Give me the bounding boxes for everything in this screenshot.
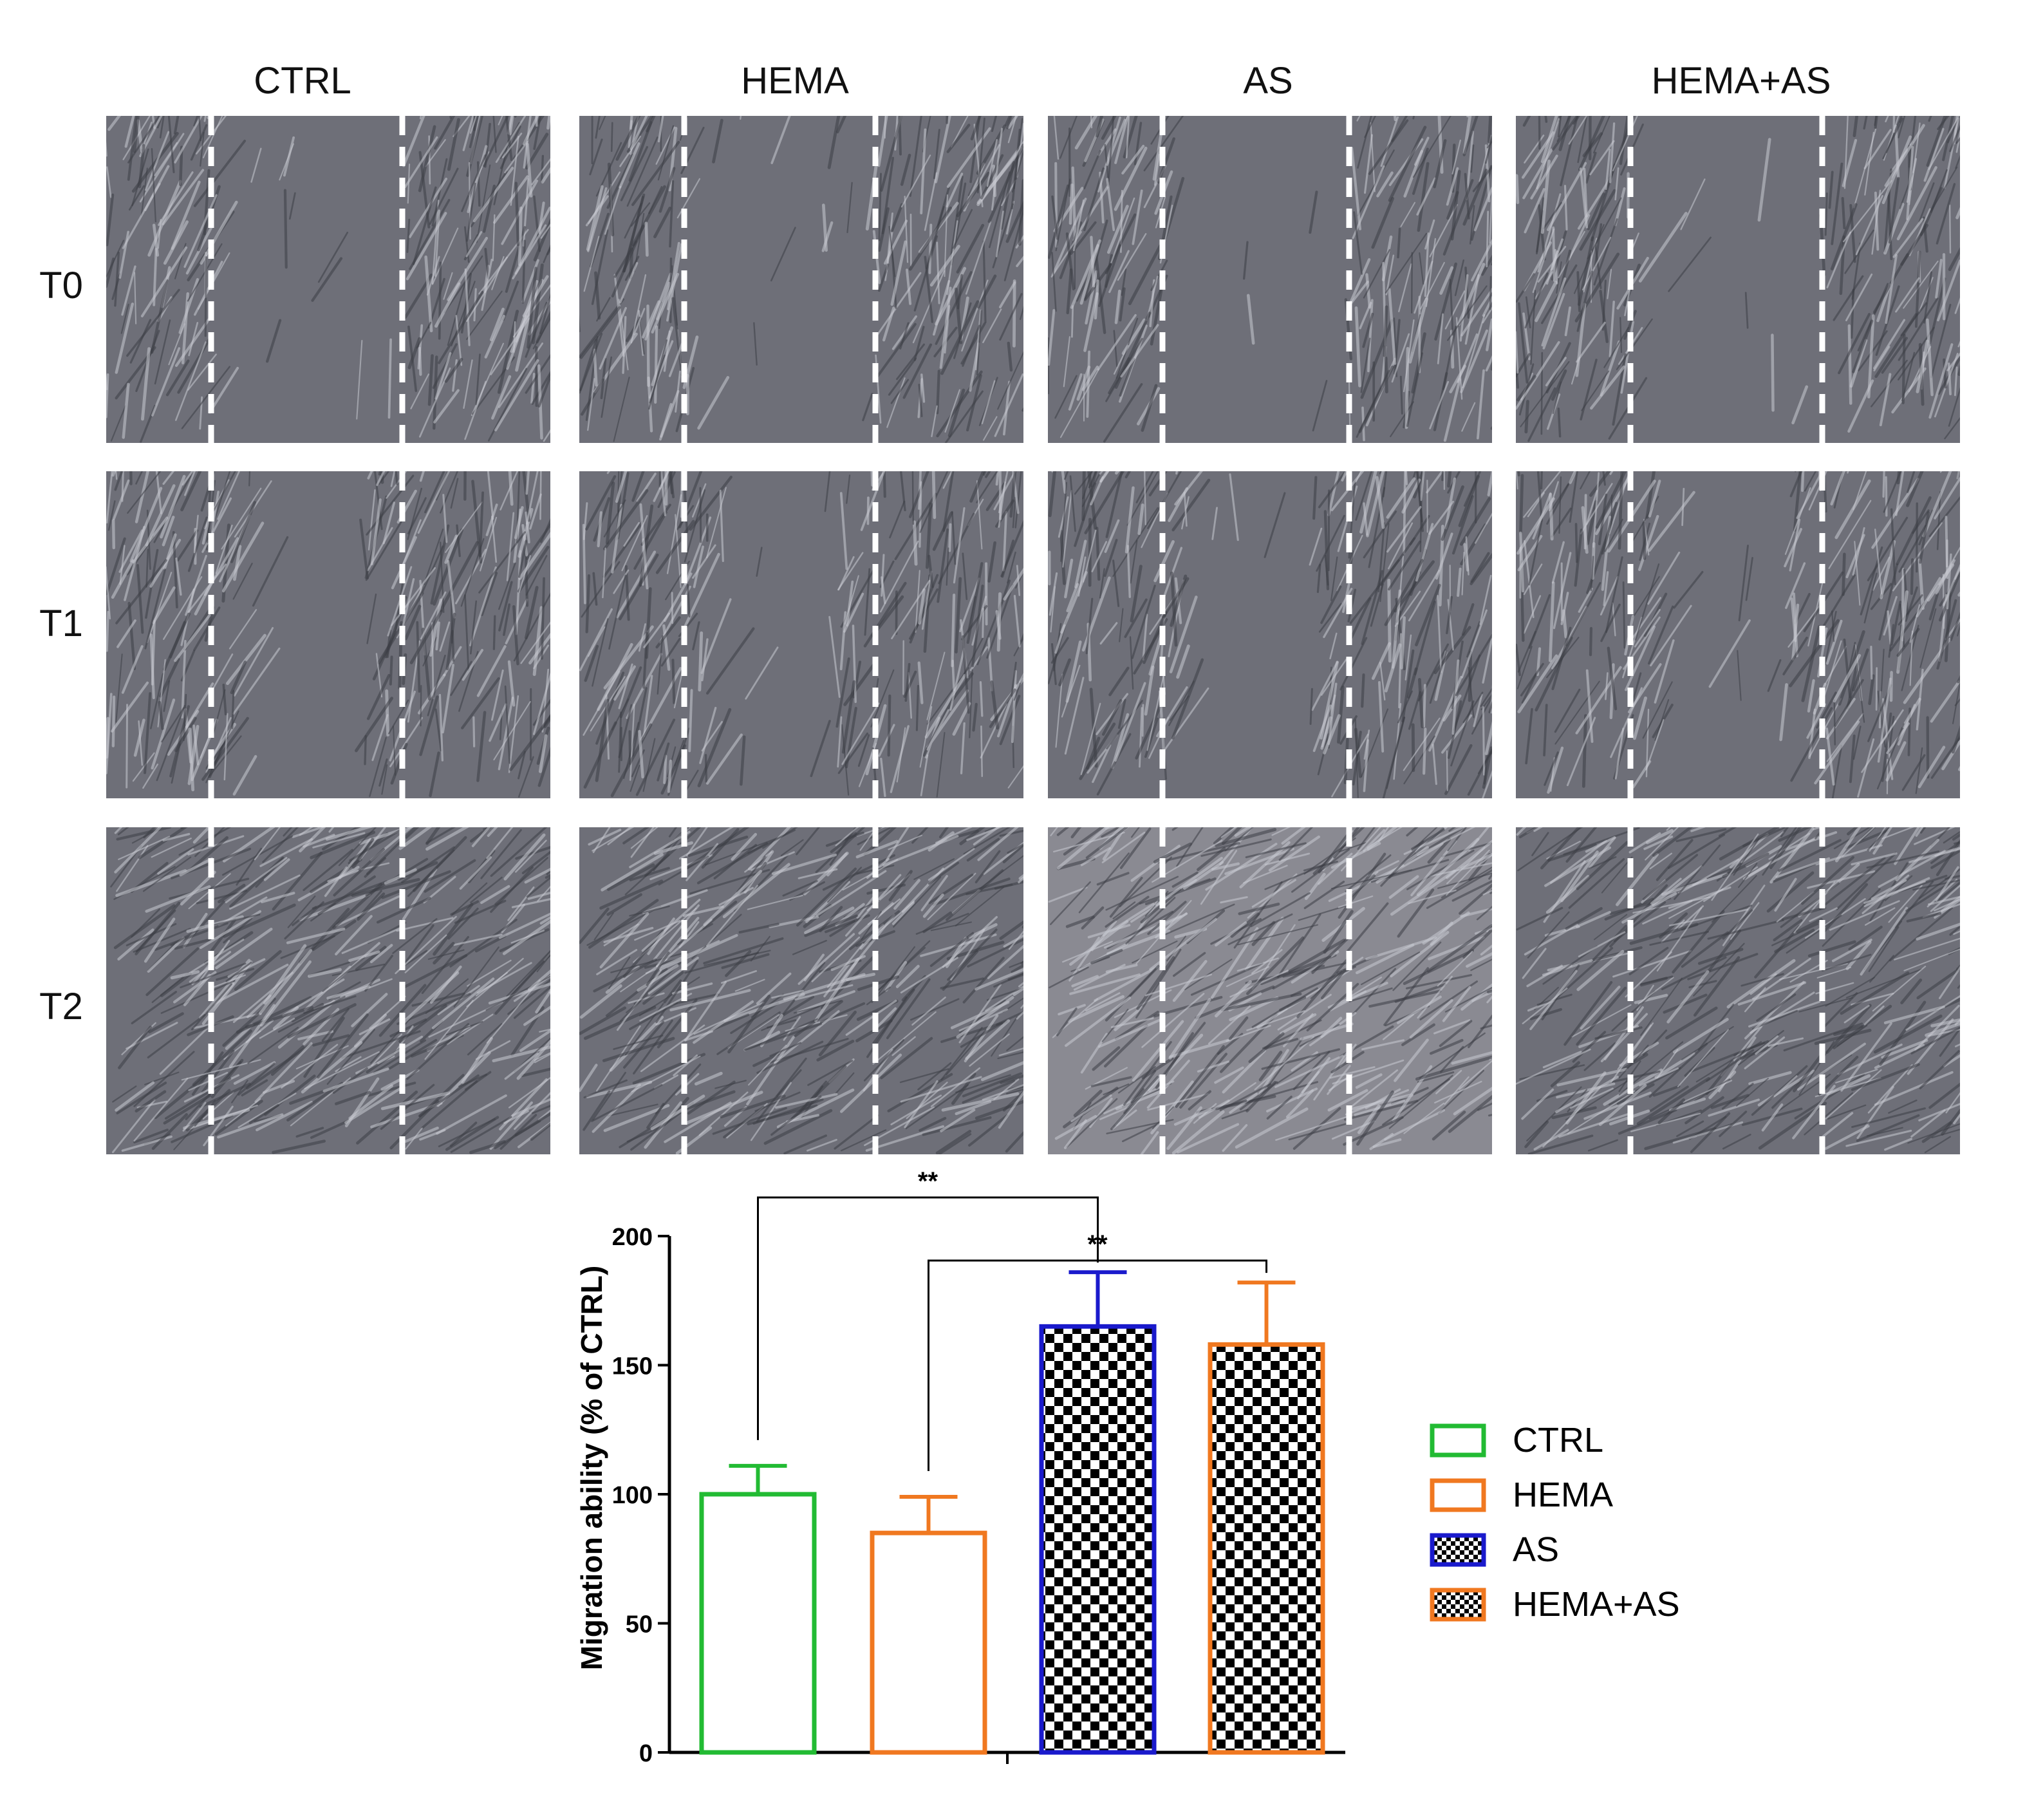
significance-brackets: ** ** [757, 1167, 1267, 1472]
bar-hema [870, 1530, 987, 1755]
micrograph-hema-as-t0 [1516, 116, 1960, 443]
column-label-hema: HEMA [741, 60, 849, 102]
micrograph-hema-as-t2 [1516, 827, 1960, 1154]
y-tick-label-0: 0 [639, 1740, 653, 1767]
legend-label-1: HEMA [1513, 1476, 1613, 1514]
micrograph-as-t1 [1048, 471, 1492, 798]
chart-legend: CTRL HEMA AS HEMA+AS [1430, 1421, 1680, 1624]
significance-label-0: ** [918, 1167, 938, 1196]
micrograph-hema-t1 [579, 471, 1023, 798]
micrograph-as-t2 [1048, 827, 1492, 1154]
y-tick-label-150: 150 [612, 1353, 653, 1380]
micrograph-ctrl-t0 [106, 116, 550, 443]
bar-ctrl [699, 1492, 817, 1755]
y-tick-label-200: 200 [612, 1224, 653, 1251]
micrograph-ctrl-t1 [106, 471, 550, 798]
y-tick-label-100: 100 [612, 1482, 653, 1509]
column-label-ctrl: CTRL [254, 60, 351, 102]
legend-label-3: HEMA+AS [1513, 1585, 1680, 1624]
legend-label-2: AS [1513, 1530, 1559, 1569]
y-axis-label: Migration ability (% of CTRL) [575, 1266, 608, 1671]
significance-label-1: ** [1087, 1230, 1108, 1259]
legend-swatch-0 [1430, 1423, 1486, 1458]
legend-swatch-1 [1430, 1478, 1486, 1512]
row-label-t0: T0 [39, 265, 83, 306]
micrograph-ctrl-t2 [106, 827, 550, 1154]
bar-hema-as [1208, 1342, 1325, 1755]
micrograph-hema-as-t1 [1516, 471, 1960, 798]
bar-as [1039, 1324, 1157, 1755]
row-label-t1: T1 [39, 603, 83, 644]
y-tick-label-50: 50 [626, 1611, 653, 1638]
column-label-as: AS [1243, 60, 1293, 102]
column-label-hema-as: HEMA+AS [1651, 60, 1831, 102]
chart-bars [699, 1270, 1325, 1755]
micrograph-hema-t0 [579, 116, 1023, 443]
row-label-t2: T2 [39, 986, 83, 1027]
significance-bracket-0 [757, 1196, 1099, 1440]
legend-swatch-2 [1430, 1533, 1486, 1567]
significance-bracket-1 [928, 1259, 1267, 1472]
legend-label-0: CTRL [1513, 1421, 1603, 1459]
micrograph-as-t0 [1048, 116, 1492, 443]
micrograph-hema-t2 [579, 827, 1023, 1154]
legend-swatch-3 [1430, 1588, 1486, 1622]
